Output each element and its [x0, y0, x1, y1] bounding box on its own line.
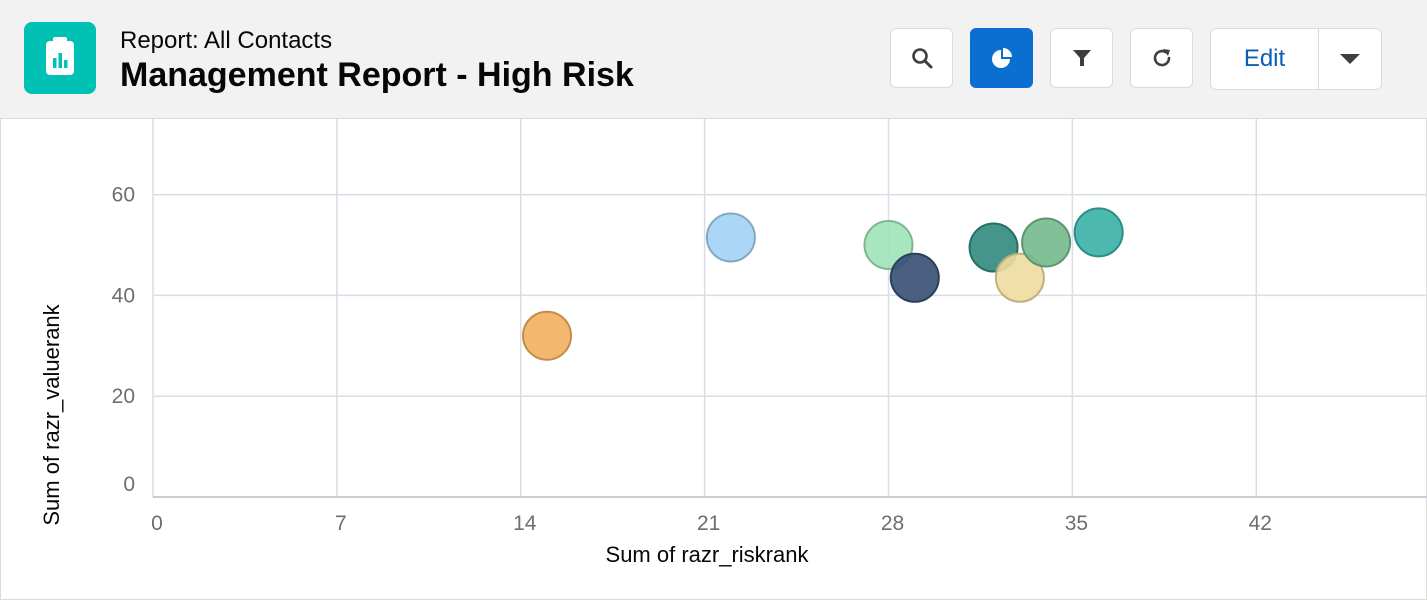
chart-ticks: 0 7 14 21 28 35 42 0 20 40 60: [112, 184, 1272, 535]
y-tick-label: 60: [112, 184, 135, 207]
chart-toggle-button[interactable]: [970, 28, 1033, 88]
scatter-point[interactable]: [522, 310, 573, 361]
x-tick-label: 14: [513, 512, 537, 535]
chart-grid: [152, 119, 1427, 498]
scatter-point[interactable]: [863, 220, 914, 270]
x-axis-label: Sum of razr_riskrank: [606, 542, 810, 567]
chart-points: [522, 207, 1124, 361]
report-header: Report: All Contacts Management Report -…: [0, 0, 1427, 119]
refresh-icon: [1153, 49, 1170, 67]
y-tick-label: 40: [112, 284, 135, 307]
x-tick-label: 35: [1065, 512, 1088, 535]
y-tick-label: 20: [112, 385, 135, 408]
x-tick-label: 0: [151, 512, 163, 535]
report-type-label: Report: All Contacts: [120, 27, 333, 54]
edit-button[interactable]: Edit: [1211, 29, 1319, 89]
x-tick-label: 21: [697, 512, 720, 535]
chevron-down-icon: [1340, 54, 1360, 64]
chart-icon: [991, 48, 1012, 68]
y-tick-label: 0: [123, 473, 135, 496]
refresh-button[interactable]: [1130, 28, 1193, 88]
x-tick-label: 28: [881, 512, 904, 535]
scatter-point[interactable]: [994, 252, 1045, 303]
scatter-point[interactable]: [1021, 217, 1072, 268]
filter-button[interactable]: [1050, 28, 1113, 88]
scatter-point[interactable]: [1073, 207, 1124, 258]
x-tick-label: 7: [335, 512, 347, 535]
page-title: Management Report - High Risk: [120, 56, 634, 94]
scatter-chart: 0 7 14 21 28 35 42 0 20 40 60 Sum of razr_riskrank…: [39, 119, 1427, 567]
edit-menu-button[interactable]: [1319, 29, 1381, 89]
search-button[interactable]: [890, 28, 953, 88]
x-tick-label: 42: [1249, 512, 1272, 535]
scatter-point[interactable]: [889, 252, 940, 303]
filter-icon: [1072, 50, 1091, 66]
scatter-point[interactable]: [705, 212, 756, 263]
edit-button-group: Edit: [1210, 28, 1382, 90]
report-clipboard-icon: [24, 22, 96, 94]
search-icon: [911, 48, 932, 69]
y-axis-label: Sum of razr_valuerank: [39, 303, 64, 525]
